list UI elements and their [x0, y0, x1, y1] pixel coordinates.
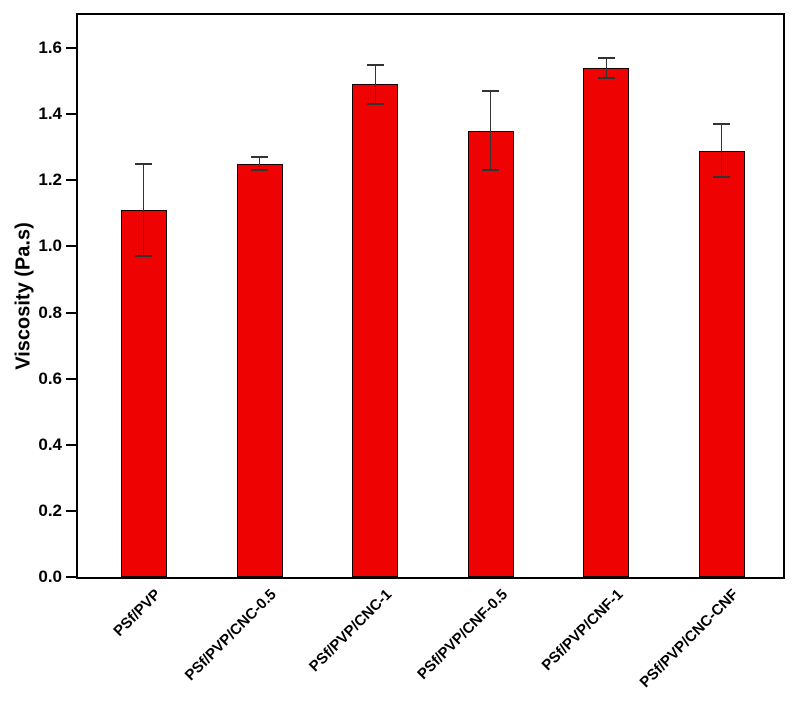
x-tick-label: PSf/PVP — [110, 586, 165, 640]
y-tick-label: 0.4 — [38, 434, 62, 454]
error-bar-cap — [135, 255, 153, 258]
error-bar-cap — [597, 76, 615, 79]
y-axis-tick — [66, 311, 76, 314]
bar — [698, 150, 745, 577]
y-axis-tick — [66, 113, 76, 116]
x-tick-label: PSf/PVP/CNC-0.5 — [181, 586, 280, 685]
error-bar-cap — [366, 103, 384, 106]
error-bar-cap — [713, 176, 731, 178]
y-axis-tick — [66, 509, 76, 512]
x-tick-label: PSf/PVP/CNF-0.5 — [413, 586, 511, 683]
error-bar-cap — [251, 169, 269, 172]
error-bar-cap — [366, 63, 384, 66]
y-axis-tick — [66, 179, 76, 182]
y-tick-label: 0.6 — [38, 368, 62, 388]
y-tick-label: 1.2 — [38, 170, 62, 190]
error-bar-cap — [251, 156, 269, 159]
error-bar-line — [490, 91, 492, 171]
y-tick-label: 0.2 — [38, 500, 62, 520]
error-bar-cap — [597, 56, 615, 59]
bar — [467, 130, 514, 577]
error-bar-line — [143, 163, 145, 257]
bar — [352, 84, 399, 577]
y-tick-label: 1.4 — [38, 104, 62, 124]
error-bar-line — [721, 124, 723, 177]
y-axis-tick — [66, 245, 76, 248]
y-tick-label: 1.6 — [38, 38, 62, 58]
y-axis-tick — [66, 377, 76, 380]
y-tick-label: 0.0 — [38, 567, 62, 586]
error-bar-line — [374, 64, 376, 105]
error-bar-cap — [135, 162, 153, 165]
bar — [583, 67, 630, 577]
error-bar-cap — [482, 90, 500, 93]
error-bar-line — [605, 57, 607, 78]
x-tick-label: PSf/PVP/CNF-1 — [538, 586, 627, 675]
bar — [236, 163, 283, 577]
error-bar-cap — [482, 169, 500, 172]
y-axis-tick — [66, 47, 76, 50]
x-tick-label: PSf/PVP/CNC-1 — [305, 586, 396, 676]
y-axis-tick — [66, 443, 76, 446]
y-tick-label: 1.0 — [38, 236, 62, 256]
x-tick-label: PSf/PVP/CNC-CNF — [636, 586, 743, 692]
bar — [120, 210, 167, 577]
error-bar-line — [259, 157, 261, 171]
y-axis-tick — [66, 576, 76, 578]
y-tick-label: 0.8 — [38, 302, 62, 322]
error-bar-cap — [713, 123, 731, 126]
plot-area — [76, 13, 785, 579]
